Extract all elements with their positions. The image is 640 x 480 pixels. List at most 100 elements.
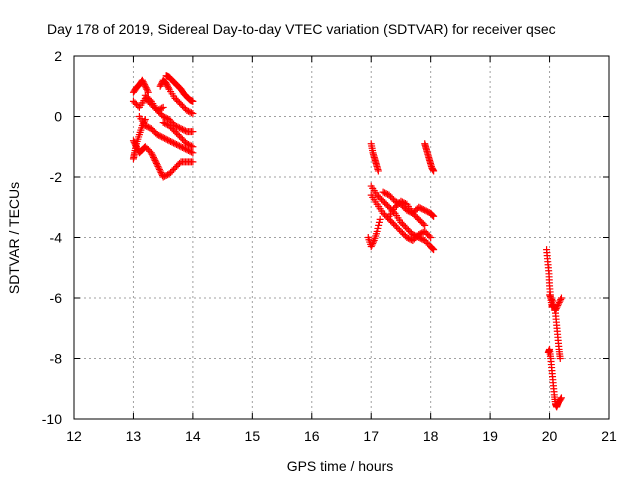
data-point <box>550 303 558 311</box>
data-point <box>407 236 415 244</box>
data-point <box>170 139 178 147</box>
data-point <box>419 206 427 214</box>
data-point <box>152 158 160 166</box>
data-point <box>163 81 171 89</box>
data-point <box>421 237 429 245</box>
data-point <box>173 140 181 148</box>
data-point <box>189 97 197 105</box>
data-point <box>409 209 417 217</box>
data-point <box>181 145 189 153</box>
data-point <box>156 109 164 117</box>
data-point <box>557 294 565 302</box>
data-point <box>398 220 406 228</box>
data-point <box>180 137 188 145</box>
data-point <box>155 165 163 173</box>
data-point <box>413 214 421 222</box>
data-point <box>171 94 179 102</box>
data-point <box>138 122 146 130</box>
data-point <box>156 82 164 90</box>
y-tick-label: -4 <box>50 230 63 246</box>
data-point <box>132 100 140 108</box>
data-point <box>161 119 169 127</box>
data-point <box>186 141 194 149</box>
data-point <box>173 162 181 170</box>
data-point <box>186 147 194 155</box>
data-point <box>168 167 176 175</box>
data-point <box>158 104 166 112</box>
data-point <box>409 230 417 238</box>
data-point <box>154 162 162 170</box>
data-point <box>379 188 387 196</box>
data-point <box>424 240 432 248</box>
data-point <box>178 135 186 143</box>
series-track-a7 <box>159 119 197 151</box>
data-point <box>416 204 424 212</box>
data-point <box>403 206 411 214</box>
data-point <box>168 119 176 127</box>
data-point <box>546 291 554 299</box>
data-point <box>556 355 564 362</box>
data-point <box>400 230 408 238</box>
data-point <box>418 205 426 213</box>
data-point <box>404 234 412 242</box>
x-tick-label: 14 <box>185 428 201 444</box>
data-point <box>174 123 182 131</box>
series-track-b7 <box>364 215 384 251</box>
data-point <box>412 206 420 214</box>
data-point <box>162 171 170 179</box>
data-point <box>181 127 189 135</box>
data-point <box>189 128 197 136</box>
data-point <box>180 126 188 134</box>
data-point <box>162 114 170 122</box>
data-point <box>153 106 161 114</box>
data-point <box>156 167 164 175</box>
data-point <box>391 221 399 229</box>
series-track-a5 <box>156 76 197 117</box>
data-point <box>176 132 184 140</box>
axis-ticks: 12 13 14 15 16 17 18 19 20 21 -10 -8 -6 -4 -2 0 2 <box>42 48 617 444</box>
data-point <box>424 208 432 216</box>
data-point <box>168 125 176 133</box>
data-point <box>164 84 172 92</box>
data-point <box>153 161 161 169</box>
data-point <box>374 167 382 175</box>
data-point <box>430 212 438 220</box>
data-point <box>149 126 157 134</box>
data-point <box>173 129 181 137</box>
data-point <box>180 103 188 111</box>
x-tick-label: 13 <box>126 428 142 444</box>
data-point <box>189 143 197 151</box>
data-point <box>167 168 175 176</box>
data-point <box>161 172 169 180</box>
data-point <box>150 153 158 161</box>
data-point <box>170 126 178 134</box>
data-point <box>144 87 152 95</box>
data-point <box>376 194 384 202</box>
data-point <box>140 119 148 127</box>
data-point <box>403 224 411 232</box>
data-point <box>381 189 389 197</box>
data-point <box>184 147 192 155</box>
data-point <box>429 212 437 220</box>
data-point <box>148 150 156 158</box>
data-point <box>157 168 165 176</box>
data-point <box>554 302 562 310</box>
data-point <box>174 131 182 139</box>
data-point <box>187 148 195 156</box>
data-point <box>397 218 405 226</box>
data-point <box>176 124 184 132</box>
data-point <box>419 228 427 236</box>
data-point <box>153 131 161 139</box>
data-point <box>142 84 150 92</box>
data-point <box>144 88 152 96</box>
data-point <box>410 211 418 219</box>
data-point <box>161 134 169 142</box>
series-track-a3 <box>141 91 197 136</box>
data-point <box>129 97 137 105</box>
data-point <box>159 103 167 111</box>
data-point <box>183 146 191 154</box>
data-point <box>159 173 167 181</box>
data-point <box>391 197 399 205</box>
y-tick-label: 2 <box>54 48 62 64</box>
data-point <box>375 221 383 229</box>
